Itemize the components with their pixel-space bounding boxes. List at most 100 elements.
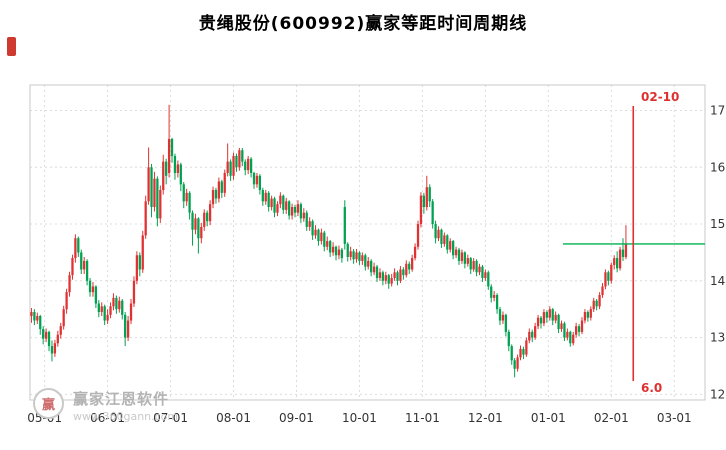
candle-body — [495, 295, 499, 310]
candle-body — [296, 204, 300, 213]
x-axis-label: 12-01 — [468, 411, 503, 425]
candle-body — [109, 306, 112, 315]
candle-body — [604, 272, 607, 287]
candle-body — [569, 331, 572, 344]
y-axis-label: 12 — [710, 387, 725, 401]
candle-body — [349, 251, 352, 257]
candle-body — [422, 195, 426, 208]
candle-body — [416, 224, 420, 247]
candle-body — [217, 181, 221, 199]
candle-body — [545, 312, 549, 318]
candle-body — [258, 175, 262, 190]
candle-body — [463, 252, 467, 264]
candle-body — [572, 334, 575, 344]
candle-body — [542, 312, 546, 324]
candle-body — [340, 249, 344, 259]
candle-body — [106, 314, 109, 321]
candle-body — [33, 312, 36, 321]
candle-body — [179, 164, 182, 185]
candle-body — [244, 161, 247, 171]
candle-body — [396, 272, 399, 281]
candle-body — [282, 195, 285, 210]
candle-body — [241, 150, 244, 162]
candle-body — [405, 263, 408, 276]
candle-body — [507, 331, 510, 347]
candle-body — [223, 172, 226, 193]
candle-body — [583, 312, 587, 321]
candle-body — [580, 320, 584, 332]
x-axis-label: 09-01 — [279, 411, 314, 425]
candle-body — [487, 272, 490, 287]
candle-body — [560, 323, 563, 330]
x-axis-label: 08-01 — [216, 411, 251, 425]
candle-body — [472, 260, 475, 270]
candle-body — [208, 204, 212, 222]
candle-body — [182, 184, 185, 202]
candle-body — [200, 226, 203, 239]
candle-body — [30, 312, 33, 316]
candle-body — [68, 275, 71, 293]
candle-body — [214, 190, 218, 199]
candle-body — [595, 300, 598, 307]
candle-body — [305, 212, 308, 227]
candle-body — [469, 258, 472, 270]
candle-body — [56, 334, 59, 344]
candle-body — [534, 326, 537, 338]
candle-body — [493, 295, 496, 298]
x-axis-label: 03-01 — [657, 411, 692, 425]
candle-body — [337, 249, 341, 256]
candle-body — [346, 243, 349, 257]
candle-body — [197, 218, 200, 239]
watermark-url: www.360gann.com — [73, 410, 179, 423]
candle-body — [519, 348, 522, 358]
candle-body — [170, 138, 174, 156]
candle-body — [314, 229, 317, 236]
candle-body — [411, 258, 414, 270]
candle-body — [610, 264, 613, 281]
candle-body — [460, 252, 464, 261]
candle-body — [279, 195, 282, 205]
candle-body — [211, 190, 215, 205]
candle-body — [299, 204, 303, 219]
candle-body — [466, 258, 469, 264]
candle-body — [425, 187, 428, 208]
candle-body — [188, 192, 191, 213]
candle-body — [443, 235, 446, 244]
candle-body — [320, 232, 323, 242]
candle-body — [47, 331, 51, 347]
candle-body — [607, 272, 610, 281]
y-axis-label: 17 — [710, 104, 725, 118]
candle-body — [97, 303, 100, 313]
candle-body — [513, 360, 516, 369]
candle-body — [457, 249, 461, 261]
candle-body — [618, 249, 622, 269]
candle-body — [229, 161, 232, 176]
candle-body — [399, 269, 402, 281]
candle-body — [375, 266, 379, 278]
candle-body — [247, 158, 250, 171]
watermark-logo-icon: 赢 — [33, 388, 64, 419]
candle-body — [293, 207, 297, 213]
x-axis-label: 11-01 — [405, 411, 440, 425]
candle-body — [390, 277, 393, 284]
candle-body — [153, 178, 156, 208]
candle-body — [428, 187, 431, 202]
candle-body — [267, 192, 270, 208]
candle-body — [516, 357, 519, 369]
candle-body — [255, 175, 259, 185]
candle-body — [525, 340, 528, 355]
candle-body — [80, 252, 83, 270]
candle-body — [352, 251, 355, 260]
candle-body — [498, 309, 502, 321]
candle-body — [173, 155, 177, 173]
candle-body — [598, 295, 601, 307]
cycle-date-label: 02-10 — [641, 90, 680, 104]
candle-body — [71, 258, 74, 276]
candle-body — [141, 235, 144, 270]
x-axis-label: 07-01 — [153, 411, 188, 425]
candle-body — [156, 178, 159, 219]
candle-body — [159, 190, 162, 219]
candle-body — [115, 297, 118, 310]
candle-body — [165, 161, 168, 176]
